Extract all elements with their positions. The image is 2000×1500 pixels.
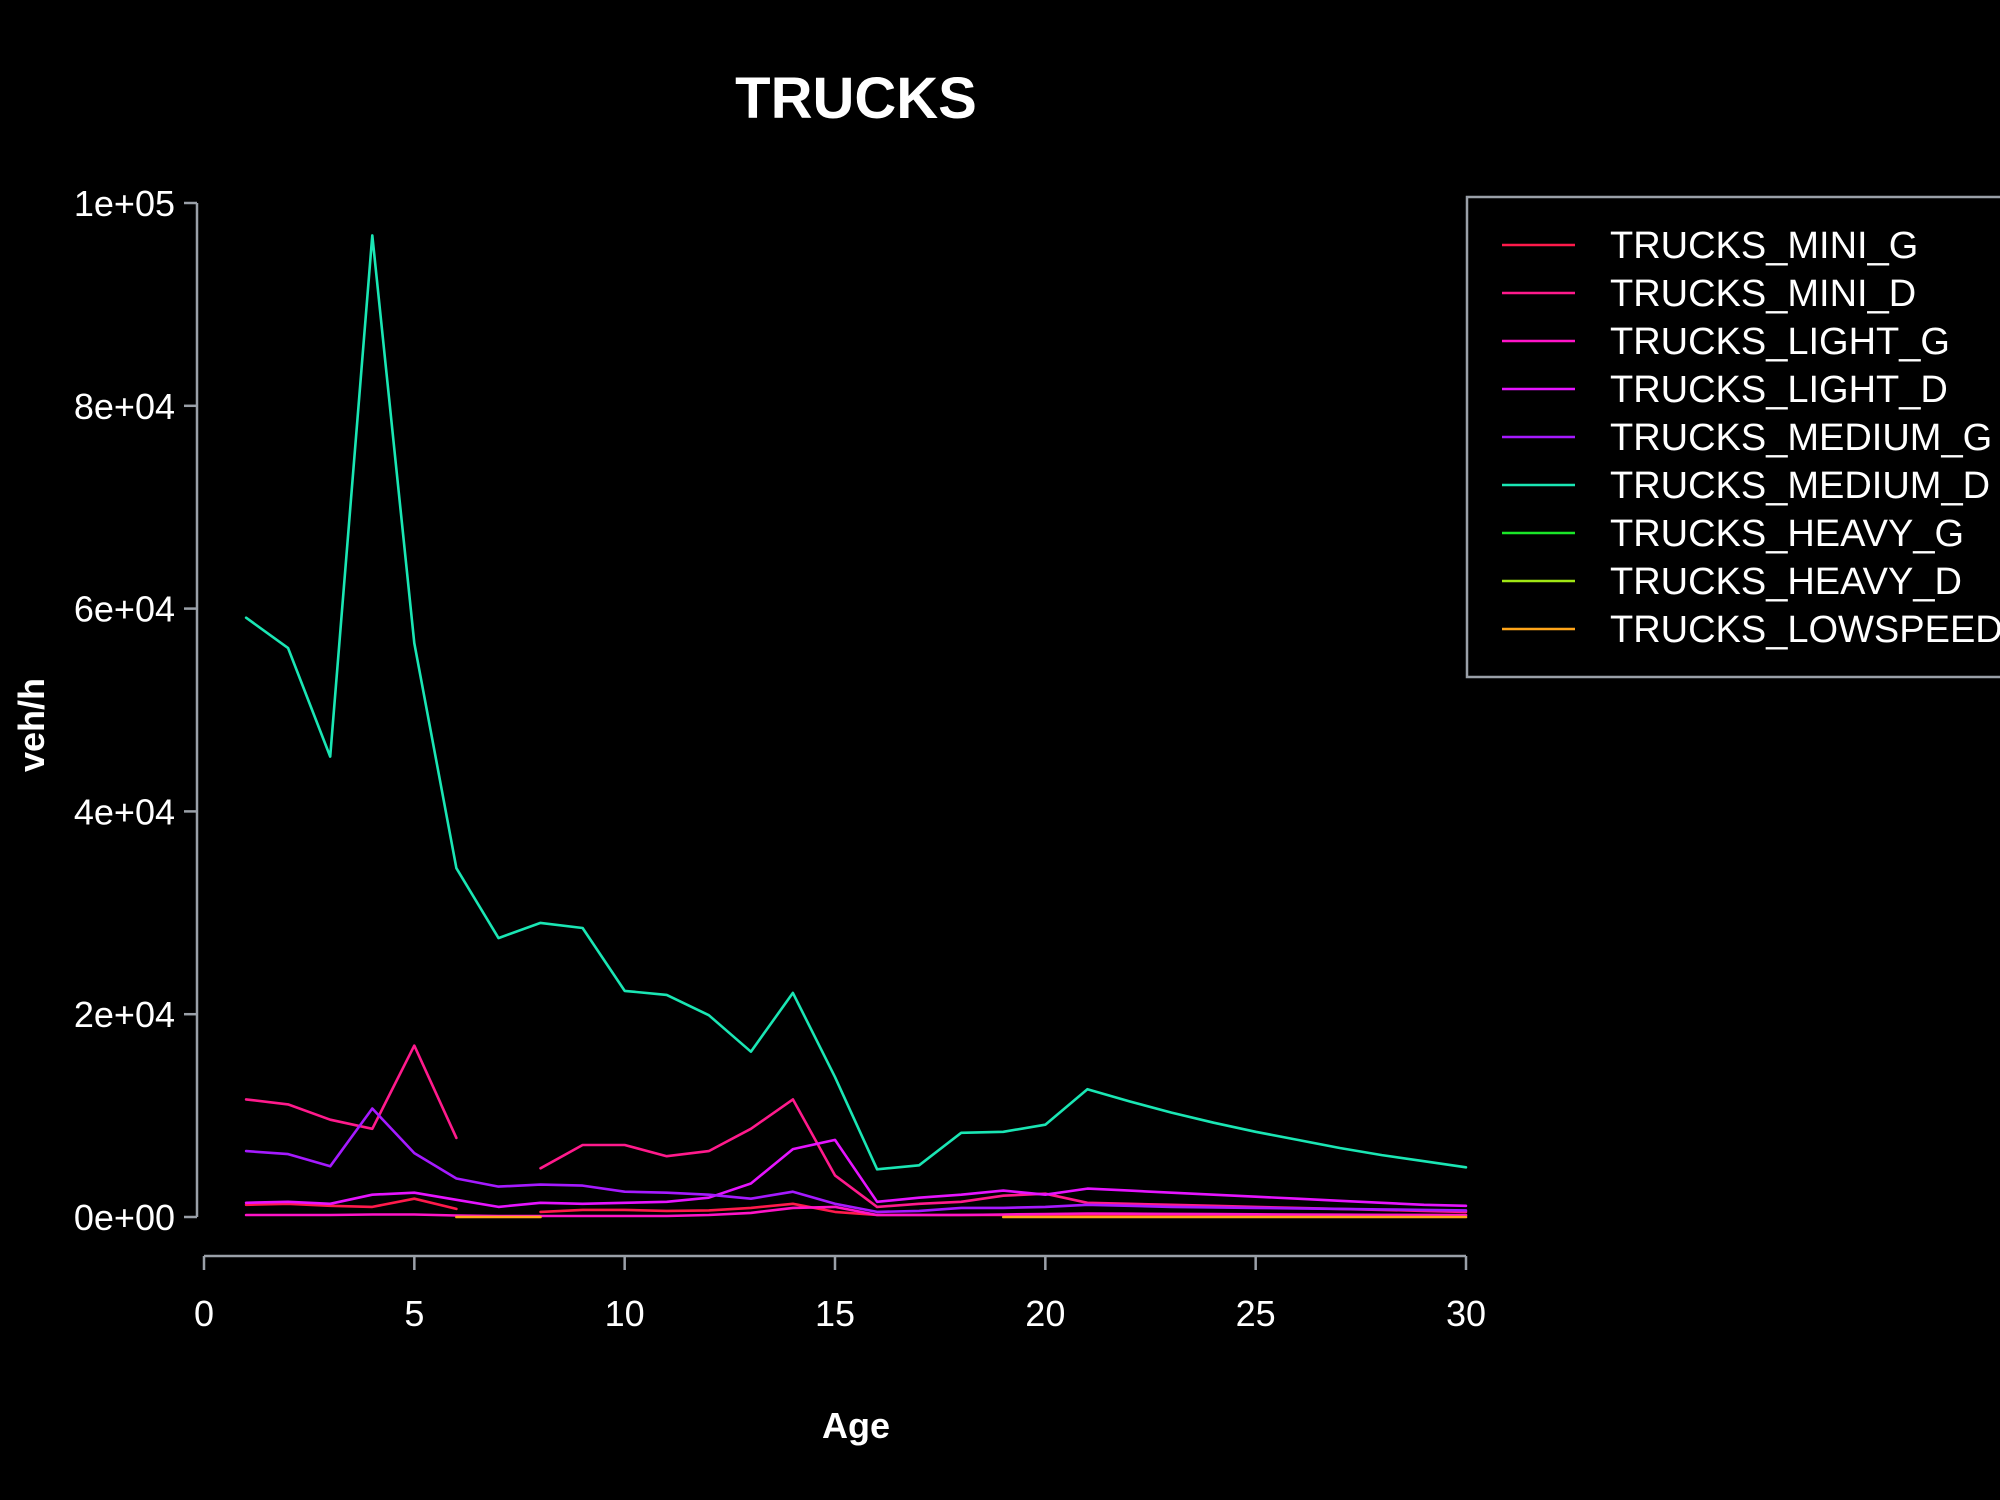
legend-item-trucks-heavy-d: TRUCKS_HEAVY_D: [1502, 561, 1962, 603]
legend-label: TRUCKS_MINI_D: [1610, 273, 1916, 315]
series-line-trucks-light-d: [244, 1138, 1468, 1209]
y-tick-label: 2e+04: [74, 994, 175, 1035]
series-line-trucks-medium-d: [244, 234, 1468, 1171]
legend-label: TRUCKS_MEDIUM_G: [1610, 417, 1992, 459]
x-tick-label: 5: [404, 1293, 424, 1334]
x-tick-label: 0: [194, 1293, 214, 1334]
legend-item-trucks-light-d: TRUCKS_LIGHT_D: [1502, 369, 1948, 411]
legend-box: [1465, 195, 2000, 679]
y-axis-title: veh/h: [11, 678, 52, 772]
legend-label: TRUCKS_LOWSPEED: [1610, 609, 2000, 651]
series-trucks-medium-g: [244, 1107, 1468, 1214]
legend: TRUCKS_MINI_G TRUCKS_MINI_D TRUCKS_LIGHT_G…: [1465, 195, 2000, 679]
legend-item-trucks-light-g: TRUCKS_LIGHT_G: [1502, 321, 1950, 363]
x-tick-label: 20: [1025, 1293, 1065, 1334]
x-tick-label: 15: [815, 1293, 855, 1334]
legend-label: TRUCKS_MINI_G: [1610, 225, 1918, 267]
y-tick-label: 4e+04: [74, 791, 175, 832]
y-tick-label: 1e+05: [74, 183, 175, 224]
series-trucks-light-g: [244, 1205, 1468, 1218]
chart-title: TRUCKS: [735, 66, 977, 131]
legend-item-trucks-heavy-g: TRUCKS_HEAVY_G: [1502, 513, 1964, 555]
y-tick-label: 8e+04: [74, 386, 175, 427]
legend-label: TRUCKS_HEAVY_D: [1610, 561, 1962, 603]
legend-item-trucks-medium-g: TRUCKS_MEDIUM_G: [1502, 417, 1992, 459]
y-tick-label: 6e+04: [74, 589, 175, 630]
x-tick-label: 10: [605, 1293, 645, 1334]
legend-label: TRUCKS_HEAVY_G: [1610, 513, 1964, 555]
series-line-trucks-medium-g: [244, 1107, 1468, 1214]
series-line-trucks-mini-g: [244, 1197, 458, 1211]
x-tick-label: 30: [1446, 1293, 1486, 1334]
x-axis-title: Age: [822, 1405, 890, 1446]
legend-label: TRUCKS_LIGHT_G: [1610, 321, 1950, 363]
legend-label: TRUCKS_LIGHT_D: [1610, 369, 1948, 411]
series-line-trucks-mini-d: [244, 1044, 458, 1140]
legend-label: TRUCKS_MEDIUM_D: [1610, 465, 1990, 507]
legend-item-trucks-lowspeed: TRUCKS_LOWSPEED: [1502, 609, 2000, 651]
legend-item-trucks-mini-d: TRUCKS_MINI_D: [1502, 273, 1916, 315]
series-line-trucks-light-g: [244, 1205, 1468, 1218]
legend-item-trucks-mini-g: TRUCKS_MINI_G: [1502, 225, 1918, 267]
x-tick-label: 25: [1236, 1293, 1276, 1334]
legend-item-trucks-medium-d: TRUCKS_MEDIUM_D: [1502, 465, 1990, 507]
series-trucks-medium-d: [244, 234, 1468, 1171]
y-tick-label: 0e+00: [74, 1197, 175, 1238]
axes: 0 5 10 15 20 25 30 0e+00 2e+04 4e+04 6e+04 8e+04 1e+…: [74, 183, 1486, 1334]
series-trucks-light-d: [244, 1138, 1468, 1209]
plot-area: [244, 234, 1468, 1219]
